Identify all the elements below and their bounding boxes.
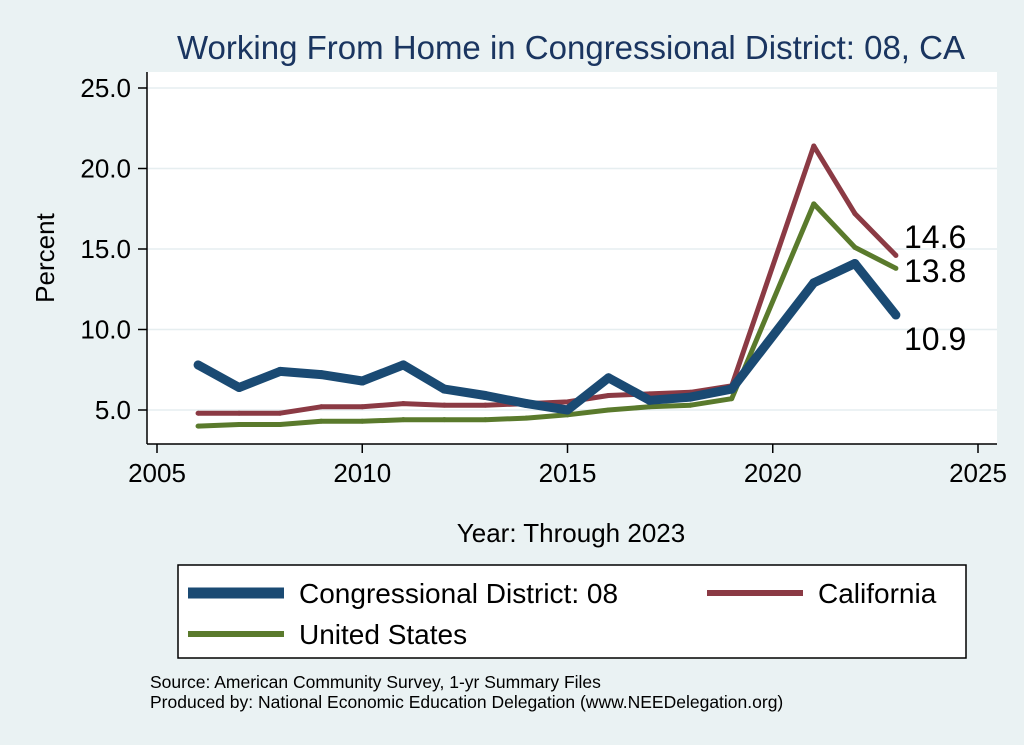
series-1-point: [441, 402, 447, 408]
x-axis-ticks: 2005 2010 2015 2020 2025: [128, 444, 1007, 488]
series-0-point: [398, 360, 408, 370]
series-0-point: [357, 376, 367, 386]
x-tick-label: 2010: [333, 458, 391, 488]
x-tick-label: 2015: [539, 458, 597, 488]
series-1-point: [606, 393, 612, 399]
series-0-point: [480, 391, 490, 401]
source-line-2: Produced by: National Economic Education…: [150, 692, 783, 712]
legend-label-0: Congressional District: 08: [299, 578, 618, 609]
series-2-point: [400, 417, 406, 423]
series-2-point: [811, 201, 817, 207]
series-1-point: [195, 410, 201, 416]
series-2-point: [482, 417, 488, 423]
x-tick-label: 2005: [128, 458, 186, 488]
series-1-point: [359, 404, 365, 410]
series-1-point: [565, 399, 570, 405]
y-axis-label: Percent: [30, 212, 60, 302]
y-tick-label: 20.0: [80, 154, 131, 184]
series-2-point: [606, 407, 612, 413]
series-0-point: [521, 399, 531, 409]
x-tick-label: 2020: [744, 458, 802, 488]
series-1-point: [400, 401, 406, 407]
series-2-point: [647, 404, 653, 410]
x-axis-label: Year: Through 2023: [457, 518, 685, 548]
y-tick-label: 15.0: [80, 234, 131, 264]
series-0-point: [645, 395, 655, 405]
gridlines: [147, 87, 997, 411]
series-1-point: [482, 402, 488, 408]
series-2-point: [359, 418, 365, 424]
legend-items: Congressional District: 08 California Unit…: [188, 578, 937, 650]
series-2-point: [277, 421, 283, 427]
series-2-point: [688, 402, 694, 408]
legend-label-2: United States: [299, 619, 467, 650]
series-2-point: [852, 244, 858, 250]
series-0-point: [850, 258, 860, 268]
series-2-point: [893, 265, 899, 271]
series-0-point: [686, 392, 696, 402]
y-tick-label: 10.0: [80, 315, 131, 345]
series-0-point: [604, 373, 614, 383]
y-tick-label: 25.0: [80, 73, 131, 103]
plot-area: [147, 72, 997, 444]
series-0-point: [891, 310, 901, 320]
x-tick-label: 2025: [949, 458, 1007, 488]
series-2-point: [236, 421, 242, 427]
legend-label-1: California: [818, 578, 937, 609]
series-lines: [193, 143, 901, 429]
series-0-point: [275, 366, 285, 376]
series-2-point: [195, 423, 201, 429]
series-1-point: [318, 404, 324, 410]
legend: [177, 564, 967, 659]
series-2-point: [441, 417, 447, 423]
series-0-point: [727, 384, 737, 394]
y-tick-label: 5.0: [95, 395, 131, 425]
series-0-point: [234, 382, 244, 392]
series-0-point: [563, 405, 572, 415]
series-2-point: [729, 396, 735, 402]
series-1-point: [852, 211, 858, 217]
series-2-point: [318, 418, 324, 424]
series-2-point: [523, 415, 529, 421]
series-1-point: [893, 252, 899, 258]
series-0-point: [809, 278, 819, 288]
chart-title: Working From Home in Congressional Distr…: [177, 29, 965, 66]
end-labels: 10.9 14.613.8: [904, 219, 966, 357]
end-label-0: 10.9: [904, 321, 966, 357]
end-label-1: 14.6: [904, 219, 966, 255]
series-0-point: [439, 384, 449, 394]
series-1-point: [236, 410, 242, 416]
series-0-point: [316, 370, 326, 380]
y-axis-ticks: 5.0 10.0 15.0 20.0 25.0: [80, 73, 147, 425]
series-0-point: [193, 360, 203, 370]
end-label-2: 13.8: [904, 253, 966, 289]
series-1-point: [811, 143, 817, 149]
series-1-point: [277, 410, 283, 416]
source-line-1: Source: American Community Survey, 1-yr …: [150, 672, 601, 692]
